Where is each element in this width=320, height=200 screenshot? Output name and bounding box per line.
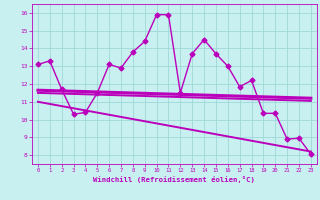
X-axis label: Windchill (Refroidissement éolien,°C): Windchill (Refroidissement éolien,°C): [93, 176, 255, 183]
